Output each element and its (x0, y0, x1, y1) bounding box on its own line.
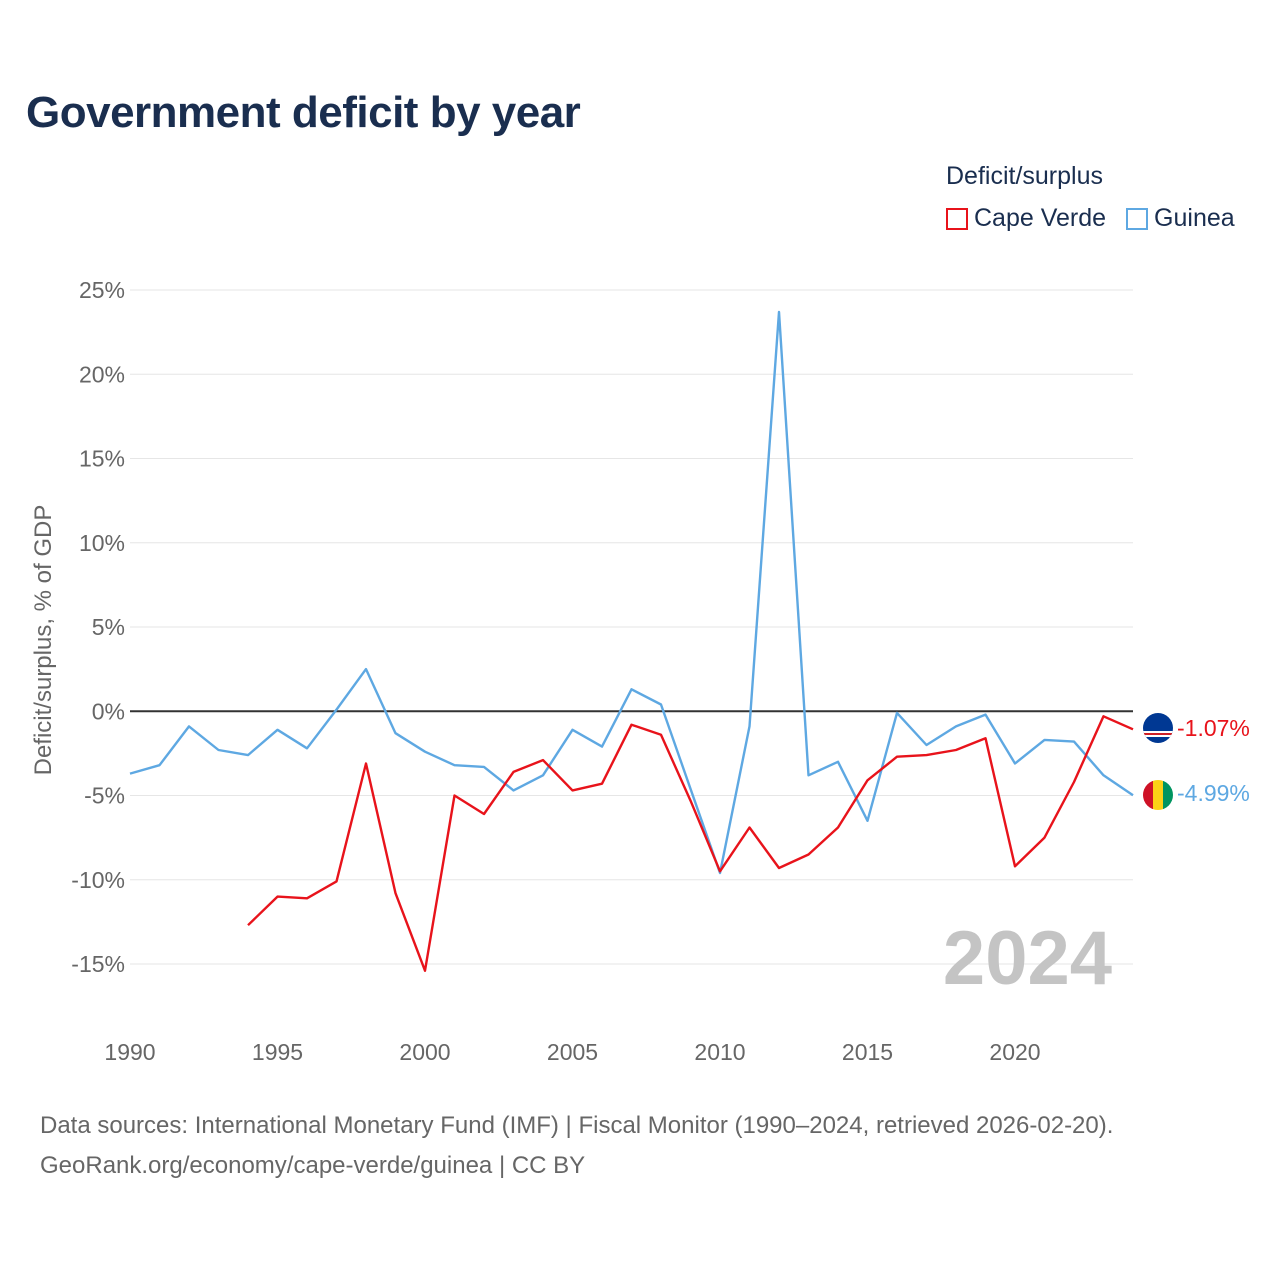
y-tick-label: 20% (79, 361, 125, 387)
x-tick-label: 2020 (989, 1039, 1040, 1065)
legend-swatch-cape-verde (946, 207, 968, 230)
x-tick-label: 2010 (694, 1039, 745, 1065)
y-tick-label: 5% (92, 614, 125, 640)
legend-item-guinea[interactable]: Guinea (1126, 204, 1235, 233)
year-watermark: 2024 (943, 916, 1112, 1001)
y-tick-label: 25% (79, 277, 125, 303)
x-tick-label: 2005 (547, 1039, 598, 1065)
legend: Cape Verde Guinea (946, 204, 1235, 233)
guinea-flag-icon (1143, 780, 1173, 810)
series-line-cape-verde[interactable] (247, 715, 1134, 972)
legend-item-cape-verde[interactable]: Cape Verde (946, 204, 1106, 233)
chart-title: Government deficit by year (26, 88, 581, 137)
x-tick-label: 2015 (842, 1039, 893, 1065)
end-label-cape-verde: -1.07% (1177, 715, 1250, 741)
y-tick-label: -15% (71, 951, 125, 977)
y-axis-label: Deficit/surplus, % of GDP (30, 505, 57, 776)
y-tick-label: 0% (92, 698, 125, 724)
legend-title: Deficit/surplus (946, 162, 1103, 190)
legend-label-cape-verde: Cape Verde (974, 204, 1107, 232)
y-tick-label: -5% (84, 783, 125, 809)
cape-verde-flag-icon (1143, 713, 1173, 743)
legend-swatch-guinea (1126, 207, 1149, 230)
legend-label-guinea: Guinea (1154, 204, 1235, 232)
y-tick-label: 15% (79, 446, 125, 472)
x-tick-label: 1995 (252, 1039, 303, 1065)
y-tick-label: -10% (71, 867, 125, 893)
footer: Data sources: International Monetary Fun… (40, 1106, 1113, 1186)
y-tick-label: 10% (79, 530, 125, 556)
series-line-guinea[interactable] (129, 310, 1134, 875)
data-sources-text: Data sources: International Monetary Fun… (40, 1112, 1114, 1139)
x-tick-label: 2000 (399, 1039, 450, 1065)
end-label-guinea: -4.99% (1177, 780, 1250, 806)
attribution-text: GeoRank.org/economy/cape-verde/guinea | … (40, 1152, 586, 1179)
x-tick-label: 1990 (104, 1039, 155, 1065)
